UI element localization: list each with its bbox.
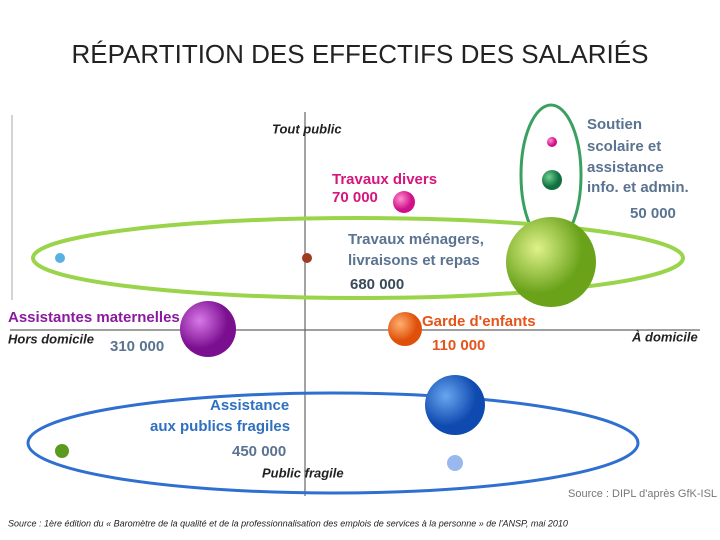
label-line: scolaire et — [587, 138, 661, 155]
value-label: 50 000 — [630, 205, 676, 222]
value-label: 70 000 — [332, 189, 378, 206]
bubble — [55, 253, 65, 263]
group-ellipse — [26, 391, 640, 495]
source: Source : 1ère édition du « Baromètre de … — [8, 518, 568, 528]
label-line: livraisons et repas — [348, 252, 480, 269]
bubble — [547, 137, 557, 147]
bubble — [542, 170, 562, 190]
bubble — [393, 191, 415, 213]
bubble — [425, 375, 485, 435]
label-line: aux publics fragiles — [150, 418, 290, 435]
value-label: 110 000 — [432, 337, 485, 354]
bubble — [180, 301, 236, 357]
axis-label: Public fragile — [262, 465, 344, 480]
label-line: Travaux divers — [332, 171, 437, 188]
label-line: Garde d'enfants — [422, 313, 536, 330]
bubble — [302, 253, 312, 263]
label-line: Soutien — [587, 116, 642, 133]
axis-label: À domicile — [631, 329, 698, 344]
bubble — [506, 217, 596, 307]
label-line: assistance — [587, 159, 664, 176]
label-line: Travaux ménagers, — [348, 231, 484, 248]
value-label: 450 000 — [232, 443, 286, 460]
group-ellipse — [31, 216, 685, 300]
axis-label: Hors domicile — [8, 331, 94, 346]
bubble — [55, 444, 69, 458]
label-line: Assistance — [210, 397, 289, 414]
image-source: Source : DIPL d'après GfK-ISL — [568, 488, 717, 500]
group-label: Soutien scolaire et assistance info. et … — [8, 116, 689, 460]
axis-label: Tout public — [272, 121, 342, 136]
value-label: 680 000 — [350, 276, 404, 293]
label-line: Assistantes maternelles — [8, 309, 180, 326]
bubble — [388, 312, 422, 346]
bubble — [447, 455, 463, 471]
title: RÉPARTITION DES EFFECTIFS DES SALARIÉS — [72, 39, 649, 69]
value-label: 310 000 — [110, 338, 164, 355]
label-line: info. et admin. — [587, 179, 689, 196]
